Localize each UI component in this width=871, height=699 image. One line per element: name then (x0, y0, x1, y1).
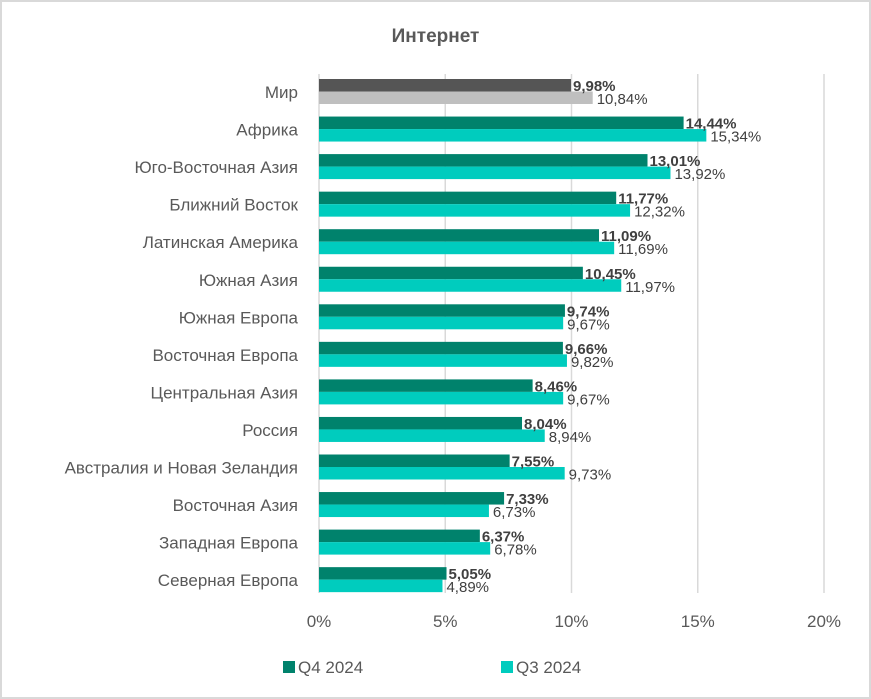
bar-q3-2024 (319, 279, 622, 292)
x-tick-label: 10% (554, 612, 588, 631)
category-label: Россия (242, 421, 298, 440)
data-label-q4-2024: 9,74% (567, 303, 610, 320)
bars (319, 79, 707, 593)
bar-q4-2024 (319, 341, 563, 355)
data-label-q3-2024: 11,69% (618, 241, 668, 258)
category-label: Австралия и Новая Зеландия (65, 459, 298, 478)
legend-swatch-q3-2024 (501, 661, 513, 673)
bar-q3-2024 (319, 241, 615, 255)
bar-q4-2024 (319, 116, 684, 130)
legend: Q4 2024 Q3 2024 (283, 658, 581, 677)
category-label: Латинская Америка (143, 233, 299, 252)
data-label-q3-2024: 9,82% (571, 354, 614, 371)
data-label-q4-2024: 14,44% (686, 116, 737, 133)
data-label-q4-2024: 11,77% (618, 191, 668, 208)
data-label-q3-2024: 8,94% (549, 429, 592, 446)
chart-title: Интернет (391, 26, 480, 47)
data-label-q3-2024: 9,67% (567, 316, 610, 333)
data-label-q3-2024: 13,92% (674, 166, 725, 183)
data-label-q3-2024: 6,73% (493, 504, 536, 521)
x-tick-label: 20% (807, 612, 841, 631)
category-label: Центральная Азия (151, 383, 299, 402)
legend-label-q3-2024: Q3 2024 (516, 658, 581, 677)
bar-q4-2024 (319, 492, 505, 505)
data-label-q3-2024: 4,89% (446, 579, 489, 596)
category-label: Мир (265, 83, 298, 102)
x-tick-label: 5% (433, 612, 458, 631)
data-label-q4-2024: 9,98% (573, 78, 616, 95)
data-label-q4-2024: 8,04% (524, 416, 567, 433)
data-label-q4-2024: 8,46% (535, 378, 578, 395)
category-label: Восточная Европа (152, 346, 298, 365)
bar-q4-2024 (319, 529, 480, 543)
x-tick-label: 15% (681, 612, 715, 631)
bar-q3-2024 (319, 204, 631, 217)
category-labels: Мир Африка Юго-Восточная Азия Ближний Восто… (65, 83, 299, 590)
bar-q4-2024 (319, 191, 617, 205)
x-axis-ticks: 0% 5% 10% 15% 20% (307, 612, 841, 631)
data-label-q4-2024: 6,37% (482, 529, 525, 546)
data-label-q3-2024: 12,32% (634, 204, 685, 221)
data-label-q3-2024: 10,84% (597, 91, 648, 108)
bar-q4-2024 (319, 229, 600, 242)
bar-q4-2024 (319, 379, 533, 392)
bar-q4-2024 (319, 266, 583, 280)
bar-q3-2024 (319, 542, 491, 555)
x-tick-label: 0% (307, 612, 332, 631)
data-label-q4-2024: 5,05% (449, 566, 492, 583)
bar-q3-2024 (319, 166, 671, 180)
data-label-q3-2024: 15,34% (710, 129, 761, 146)
legend-label-q4-2024: Q4 2024 (298, 658, 363, 677)
data-label-q4-2024: 10,45% (585, 266, 636, 283)
data-label-q3-2024: 9,73% (569, 467, 612, 484)
bar-q3-2024 (319, 354, 567, 367)
bar-q3-2024 (319, 129, 707, 142)
category-label: Северная Европа (158, 571, 299, 590)
category-label: Западная Европа (159, 534, 299, 553)
bar-q4-2024 (319, 416, 523, 430)
bar-q4-2024 (319, 304, 565, 317)
category-label: Юго-Восточная Азия (134, 158, 298, 177)
legend-swatch-q4-2024 (283, 661, 295, 673)
bar-q4-2024 (319, 154, 648, 167)
data-label-q4-2024: 7,55% (512, 454, 555, 471)
category-label: Восточная Азия (173, 496, 298, 515)
bar-q3-2024 (319, 429, 545, 442)
bar-q3-2024 (319, 91, 593, 104)
category-label: Южная Европа (179, 308, 299, 327)
data-label-q3-2024: 9,67% (567, 391, 610, 408)
data-label-q4-2024: 9,66% (565, 341, 608, 358)
bar-q4-2024 (319, 454, 510, 467)
category-label: Африка (236, 121, 298, 140)
bar-q3-2024 (319, 504, 489, 518)
bar-q3-2024 (319, 579, 443, 593)
bar-q3-2024 (319, 316, 564, 330)
data-label-q4-2024: 7,33% (506, 491, 549, 508)
category-label: Южная Азия (199, 271, 298, 290)
bar-q3-2024 (319, 391, 564, 405)
category-label: Ближний Восток (169, 196, 298, 215)
data-label-q3-2024: 11,97% (625, 279, 675, 296)
data-labels: 9,98%10,84% 14,44%15,34% 13,01%13,92% 11,77… (446, 78, 761, 596)
bar-q3-2024 (319, 467, 565, 480)
data-label-q4-2024: 13,01% (650, 153, 701, 170)
data-label-q3-2024: 6,78% (494, 542, 537, 559)
data-label-q4-2024: 11,09% (601, 228, 651, 245)
bar-q4-2024 (319, 567, 447, 580)
bar-q4-2024 (319, 79, 571, 92)
